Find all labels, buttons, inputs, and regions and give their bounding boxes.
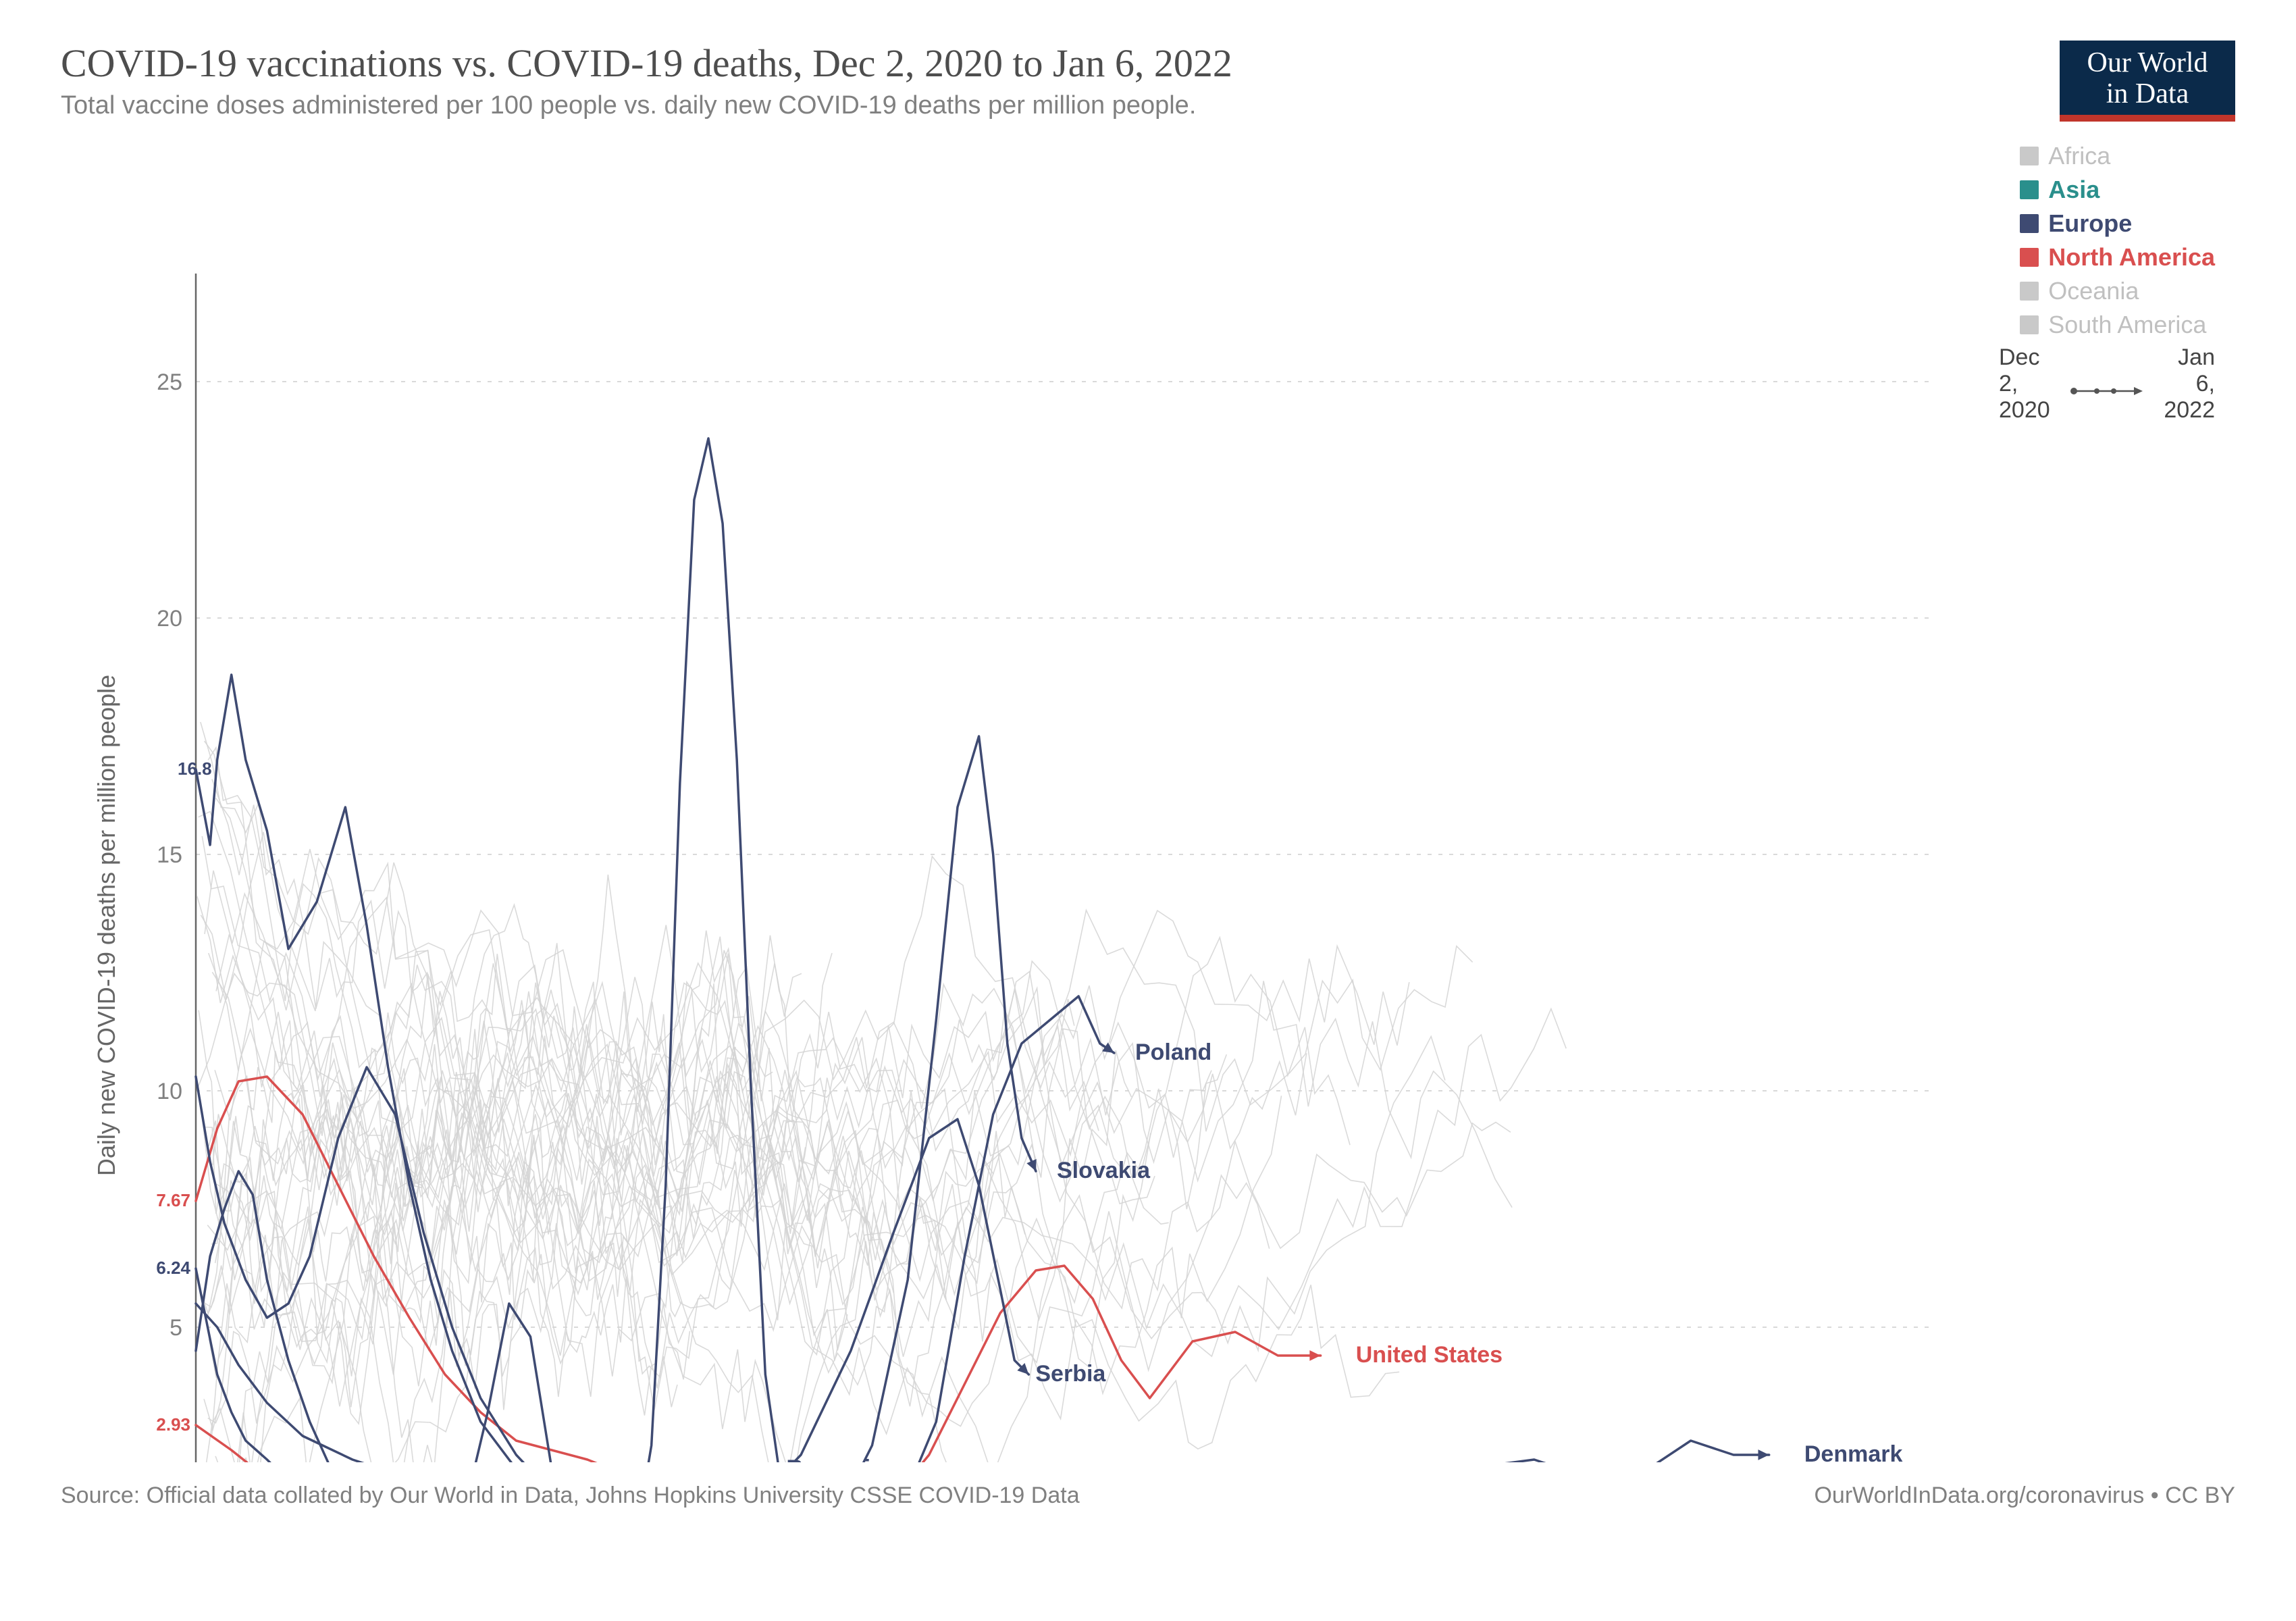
source-text: Source: Official data collated by Our Wo… xyxy=(61,1483,1080,1509)
time-legend: Dec 2, 2020 Jan 6, 2022 xyxy=(1999,344,2215,423)
legend-item-asia[interactable]: Asia xyxy=(2020,176,2215,204)
legend-item-south-america[interactable]: South America xyxy=(2020,311,2215,339)
legend-item-north-america[interactable]: North America xyxy=(2020,243,2215,272)
continent-legend: Africa Asia Europe North America Oceania Sout… xyxy=(2020,142,2215,344)
svg-text:United States: United States xyxy=(1356,1342,1503,1368)
svg-text:25: 25 xyxy=(157,369,182,395)
legend-item-africa[interactable]: Africa xyxy=(2020,142,2215,170)
time-to: Jan 6, 2022 xyxy=(2154,344,2215,423)
legend-item-europe[interactable]: Europe xyxy=(2020,209,2215,238)
svg-text:20: 20 xyxy=(157,606,182,632)
chart-title: COVID-19 vaccinations vs. COVID-19 death… xyxy=(61,41,2060,86)
logo-line2: in Data xyxy=(2106,78,2189,109)
logo-line1: Our World xyxy=(2087,47,2208,78)
svg-text:10: 10 xyxy=(157,1079,182,1104)
svg-text:15: 15 xyxy=(157,842,182,868)
svg-text:Serbia: Serbia xyxy=(1035,1361,1106,1387)
svg-text:Daily new COVID-19 deaths per: Daily new COVID-19 deaths per million pe… xyxy=(93,675,120,1176)
owid-logo: Our World in Data xyxy=(2060,41,2235,122)
svg-text:Poland: Poland xyxy=(1135,1039,1211,1065)
attribution-text: OurWorldInData.org/coronavirus • CC BY xyxy=(1814,1483,2235,1509)
svg-text:16.8: 16.8 xyxy=(178,758,212,779)
legend-item-oceania[interactable]: Oceania xyxy=(2020,277,2215,305)
chart-canvas: 510152025050100150200Daily new COVID-19 … xyxy=(61,145,2235,1462)
svg-text:6.24: 6.24 xyxy=(156,1258,190,1278)
svg-text:7.67: 7.67 xyxy=(156,1190,190,1210)
svg-text:2.93: 2.93 xyxy=(156,1414,190,1435)
svg-text:Denmark: Denmark xyxy=(1804,1441,1903,1462)
svg-text:5: 5 xyxy=(169,1315,182,1341)
chart-subtitle: Total vaccine doses administered per 100… xyxy=(61,91,2060,120)
svg-text:Romania: Romania xyxy=(786,1456,884,1462)
time-from: Dec 2, 2020 xyxy=(1999,344,2060,423)
svg-text:Slovakia: Slovakia xyxy=(1057,1158,1151,1183)
